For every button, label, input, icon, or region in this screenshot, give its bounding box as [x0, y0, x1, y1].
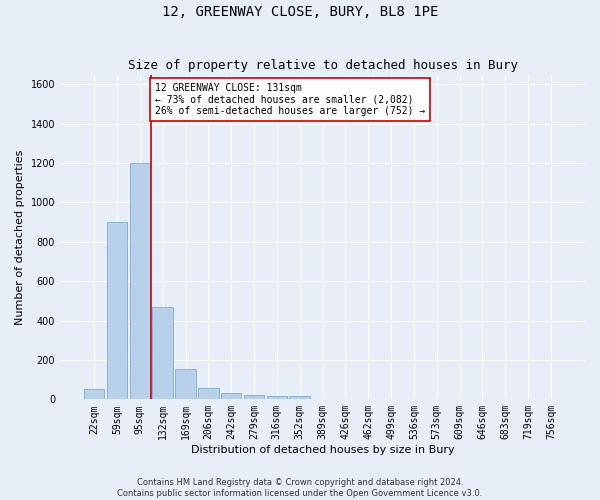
- Bar: [175, 369, 196, 400]
- Bar: [84, 390, 104, 400]
- Bar: [152, 307, 173, 400]
- Bar: [289, 396, 310, 400]
- Bar: [221, 394, 241, 400]
- Bar: [130, 163, 150, 400]
- Y-axis label: Number of detached properties: Number of detached properties: [15, 150, 25, 324]
- Text: 12 GREENWAY CLOSE: 131sqm
← 73% of detached houses are smaller (2,082)
26% of se: 12 GREENWAY CLOSE: 131sqm ← 73% of detac…: [155, 82, 425, 116]
- X-axis label: Distribution of detached houses by size in Bury: Distribution of detached houses by size …: [191, 445, 454, 455]
- Bar: [107, 222, 127, 400]
- Title: Size of property relative to detached houses in Bury: Size of property relative to detached ho…: [128, 59, 518, 72]
- Text: 12, GREENWAY CLOSE, BURY, BL8 1PE: 12, GREENWAY CLOSE, BURY, BL8 1PE: [162, 5, 438, 19]
- Text: Contains HM Land Registry data © Crown copyright and database right 2024.
Contai: Contains HM Land Registry data © Crown c…: [118, 478, 482, 498]
- Bar: [244, 396, 264, 400]
- Bar: [266, 396, 287, 400]
- Bar: [198, 388, 218, 400]
